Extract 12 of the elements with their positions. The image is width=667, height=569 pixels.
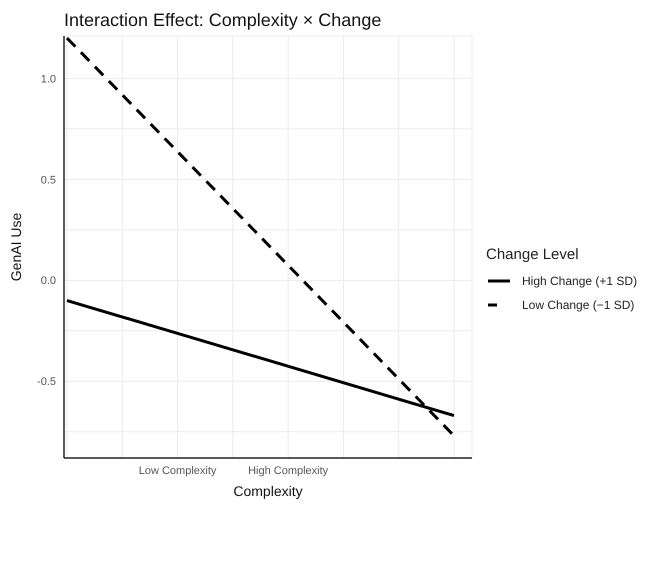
y-tick-label: 0.0: [40, 275, 56, 288]
legend-title: Change Level: [486, 246, 580, 263]
chart-title: Interaction Effect: Complexity × Change: [64, 10, 382, 31]
legend-label: High Change (+1 SD): [522, 274, 638, 288]
x-axis-title: Complexity: [233, 483, 303, 499]
y-tick-label: 0.5: [40, 174, 56, 186]
x-tick-label: High Complexity: [248, 464, 329, 477]
y-tick-label: 1.0: [40, 73, 56, 86]
legend-label: Low Change (−1 SD): [522, 298, 634, 312]
y-axis-title: GenAI Use: [8, 212, 24, 282]
x-tick-label: Low Complexity: [138, 464, 217, 477]
y-tick-label: -0.5: [37, 376, 56, 388]
